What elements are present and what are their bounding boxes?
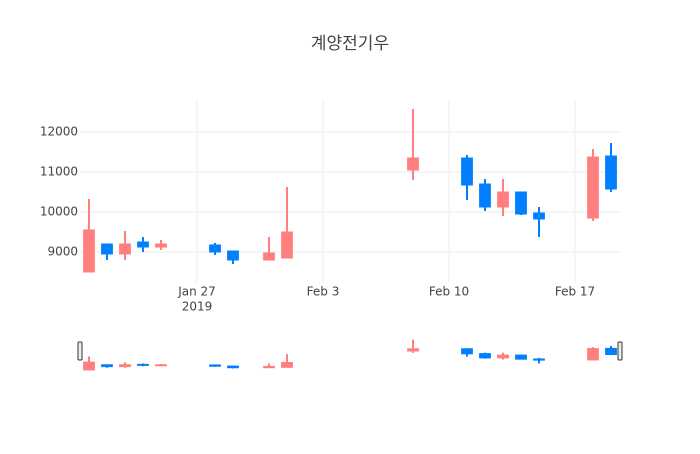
slider-candle-body [533,358,545,361]
slider-candle-body [515,354,527,360]
rangeslider-handle [77,341,83,361]
candle-body [227,250,239,261]
slider-candle-body [227,365,239,369]
slider-candle-body [83,361,95,371]
y-tick-label: 10000 [40,205,78,219]
slider-candle-body [281,362,293,368]
x-tick-label: Feb 17 [555,285,595,299]
y-tick-label: 12000 [40,125,78,139]
chart-title: 계양전기우 [311,34,389,54]
slider-candle-body [119,364,131,368]
candle-body [263,252,275,261]
candle-body [209,244,221,253]
candle-body [461,157,473,186]
candle-body [587,156,599,219]
slider-candle-body [263,365,275,369]
x-year-label: 2019 [182,300,213,314]
x-tick-label: Feb 3 [307,285,340,299]
candle-body [533,212,545,220]
candle-body [281,231,293,259]
candle-body [101,243,113,255]
slider-candle-body [605,347,617,356]
candle-body [155,243,167,248]
candle-body [407,157,419,171]
slider-candle-body [155,364,167,367]
x-tick-label: Feb 10 [429,285,469,299]
slider-candle-body [137,363,149,366]
rangeslider-handle [617,341,623,361]
rangeslider [80,338,620,372]
slider-candle-body [209,364,221,367]
candle-body [83,229,95,273]
x-tick-label: Jan 27 [177,285,216,299]
y-tick-label: 11000 [40,165,78,179]
y-tick-label: 9000 [47,245,78,259]
slider-candle-body [407,348,419,352]
slider-candle-body [497,354,509,359]
slider-candle-body [587,348,599,361]
candle-body [515,191,527,215]
slider-candle-body [479,353,491,359]
candle-body [119,243,131,255]
candle-body [605,155,617,190]
candle-body [137,241,149,248]
slider-candle-body [461,348,473,355]
candle-body [497,191,509,208]
candle-body [479,183,491,208]
slider-candle-body [101,364,113,368]
